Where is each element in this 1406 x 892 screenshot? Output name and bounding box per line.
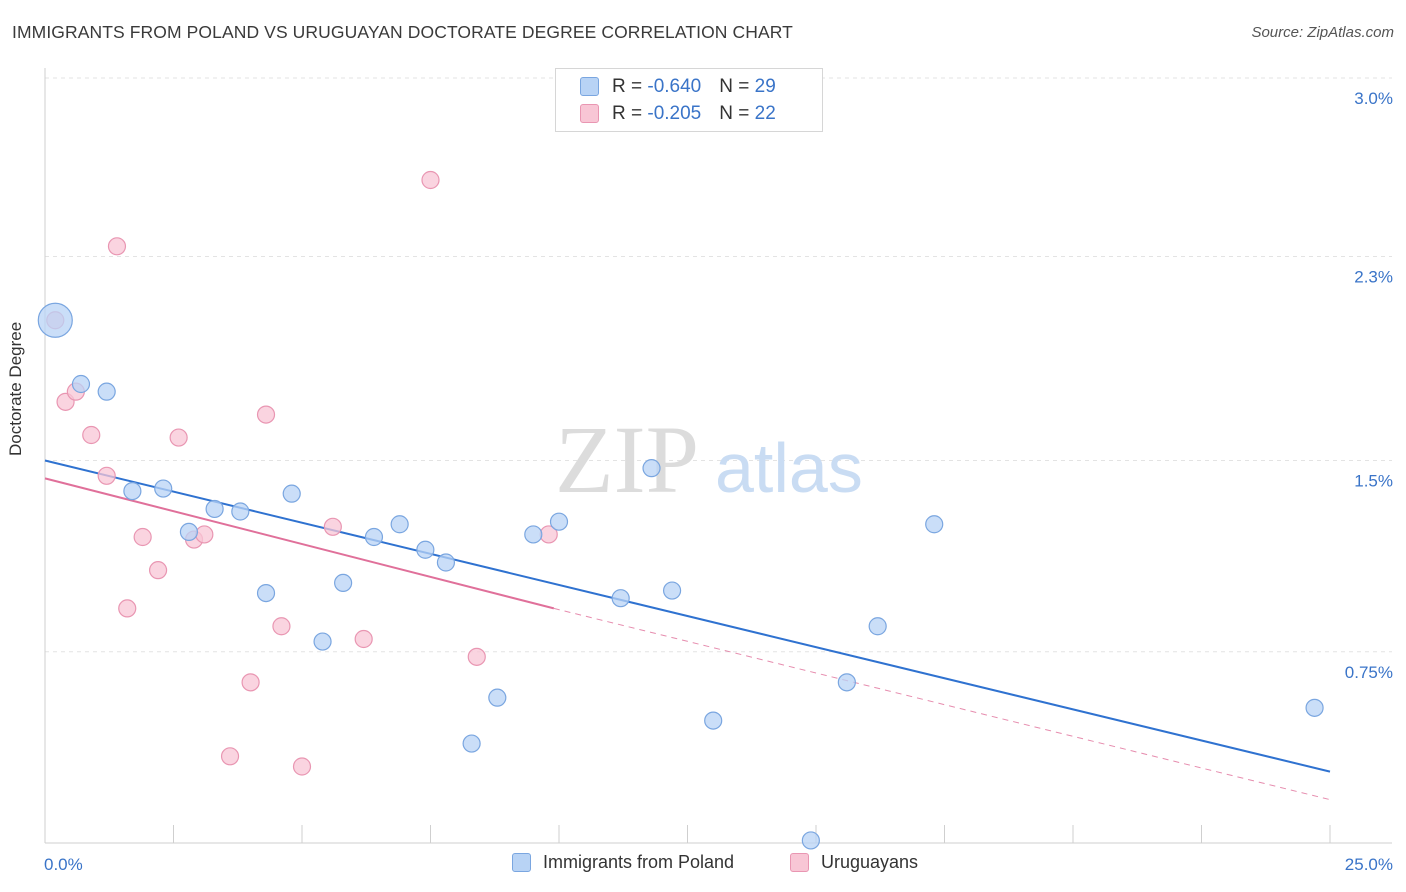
point-poland	[71, 374, 91, 394]
point-poland	[154, 479, 173, 498]
legend-swatch-uruguayans	[580, 104, 599, 123]
point-poland	[205, 499, 224, 519]
data-points	[37, 170, 1324, 850]
point-poland	[925, 515, 944, 534]
point-poland	[282, 484, 301, 503]
legend-label-uruguayans: Uruguayans	[821, 852, 919, 872]
y-tick-label: 1.5%	[1354, 472, 1393, 491]
legend-swatch-poland	[512, 853, 531, 872]
point-poland	[313, 632, 332, 651]
point-uruguayans	[354, 629, 373, 649]
x-tick-label-min: 0.0%	[44, 855, 83, 874]
point-uruguayans	[292, 757, 312, 776]
legend-stats-poland: R = -0.640 N = 29	[612, 76, 776, 97]
point-uruguayans	[118, 599, 137, 618]
point-poland	[642, 459, 661, 478]
point-uruguayans	[169, 428, 188, 447]
watermark-atlas: atlas	[715, 429, 863, 507]
point-uruguayans	[82, 425, 101, 445]
point-uruguayans	[467, 647, 486, 666]
point-poland	[436, 553, 456, 572]
point-poland	[37, 302, 73, 338]
y-tick-label: 3.0%	[1354, 89, 1393, 108]
x-tick-label-max: 25.0%	[1345, 855, 1393, 874]
point-uruguayans	[195, 525, 214, 544]
point-uruguayans	[220, 747, 240, 766]
point-poland	[97, 382, 116, 401]
point-poland	[390, 515, 409, 534]
source-label: Source: ZipAtlas.com	[1251, 24, 1394, 41]
point-uruguayans	[272, 617, 291, 636]
point-poland	[231, 502, 250, 521]
point-poland	[364, 527, 384, 547]
point-poland	[549, 512, 569, 531]
point-poland	[462, 734, 481, 753]
tick-labels: 0.75% 1.5% 2.3% 3.0% 0.0% 25.0%	[44, 89, 1393, 874]
point-uruguayans	[241, 673, 260, 692]
trend-line-uruguayans	[44, 477, 555, 610]
point-uruguayans	[256, 405, 276, 424]
point-poland	[837, 673, 856, 692]
legend-swatch-poland	[580, 77, 599, 96]
point-poland	[662, 581, 682, 600]
point-poland	[801, 831, 820, 850]
point-poland	[179, 522, 199, 542]
point-poland	[488, 688, 507, 707]
point-poland	[704, 711, 723, 730]
point-uruguayans	[148, 561, 168, 580]
y-tick-label: 2.3%	[1354, 268, 1393, 287]
trend-line-poland	[44, 459, 1331, 773]
watermark-zip: ZIP	[555, 406, 699, 513]
point-uruguayans	[323, 517, 342, 536]
legend-swatch-uruguayans	[790, 853, 809, 872]
correlation-legend: R = -0.640 N = 29 R = -0.205 N = 22	[555, 68, 823, 132]
point-poland	[334, 573, 353, 593]
point-uruguayans	[421, 170, 440, 190]
trend-extension-uruguayans	[553, 607, 1331, 801]
legend-stats-uruguayans: R = -0.205 N = 22	[612, 103, 776, 124]
point-poland	[524, 525, 543, 544]
trend-lines	[44, 459, 1331, 801]
y-tick-label: 0.75%	[1345, 663, 1393, 682]
point-poland	[256, 583, 276, 603]
point-uruguayans	[107, 237, 127, 256]
point-poland	[416, 540, 435, 559]
point-uruguayans	[97, 466, 116, 485]
y-axis-label: Doctorate Degree	[6, 321, 25, 456]
grid-lines	[45, 77, 1392, 653]
watermark: ZIP atlas	[555, 406, 863, 513]
point-poland	[1305, 698, 1324, 717]
point-poland	[123, 482, 142, 501]
axes	[44, 68, 1392, 844]
point-uruguayans	[133, 527, 152, 547]
legend-label-poland: Immigrants from Poland	[543, 852, 735, 872]
point-poland	[868, 617, 887, 636]
series-legend: Immigrants from Poland Uruguayans	[0, 852, 1406, 878]
chart-title: IMMIGRANTS FROM POLAND VS URUGUAYAN DOCT…	[12, 22, 793, 42]
point-poland	[611, 589, 630, 608]
